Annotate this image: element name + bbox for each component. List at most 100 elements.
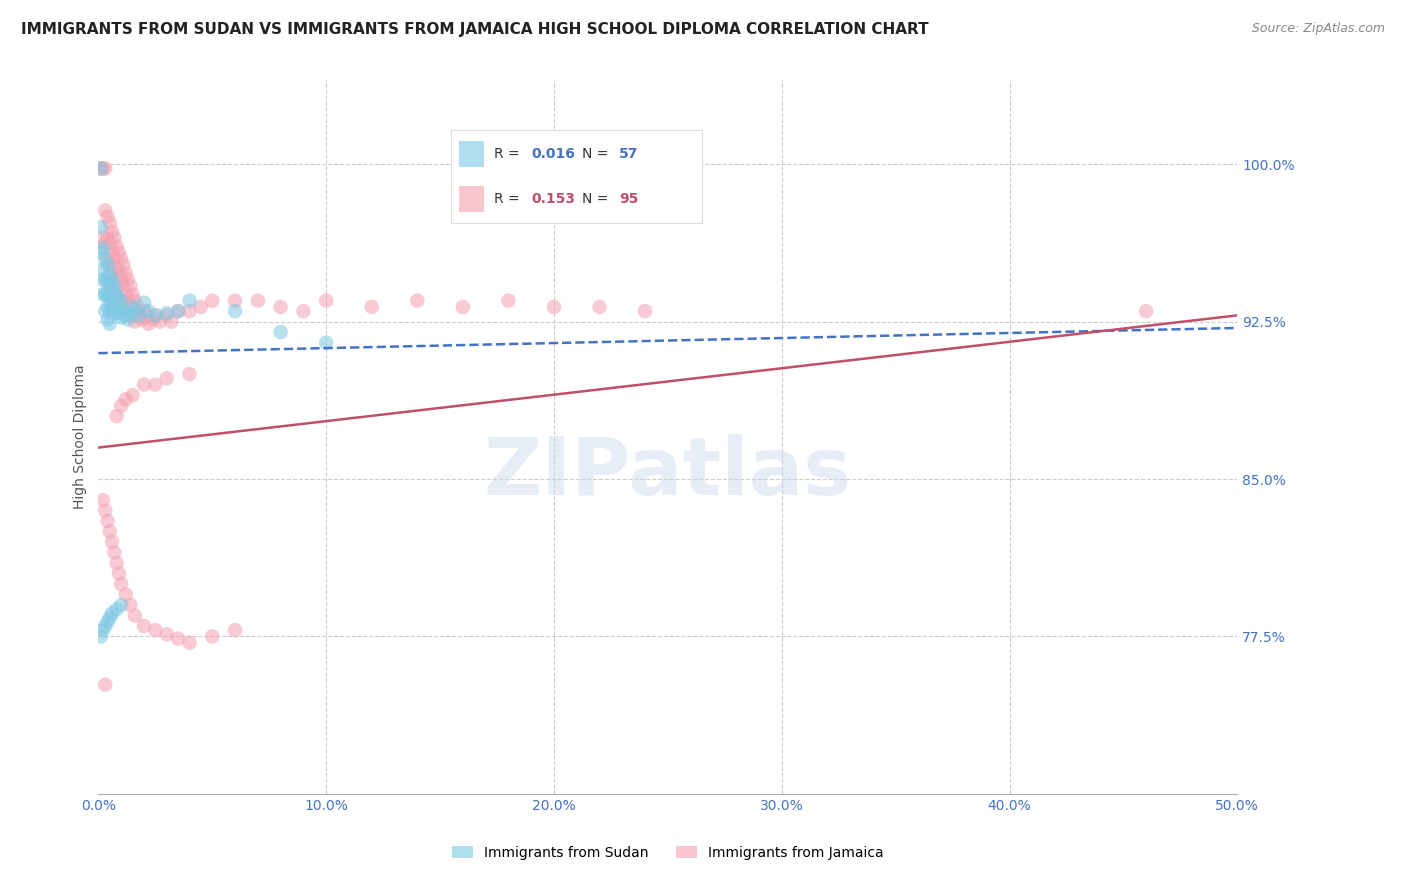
Point (156, 627, 179, 641)
Point (90, 161, 112, 176)
Point (103, 230, 125, 244)
Point (224, 623, 246, 637)
Point (91, 623, 114, 637)
Point (96, 230, 118, 244)
Point (90, 220, 112, 235)
Point (91, 493, 114, 508)
Point (105, 602, 128, 616)
Point (315, 293, 337, 308)
Point (103, 292, 125, 306)
Point (120, 300, 142, 314)
Point (91, 273, 114, 287)
Point (132, 619, 155, 633)
Point (121, 388, 143, 402)
Text: IMMIGRANTS FROM SUDAN VS IMMIGRANTS FROM JAMAICA HIGH SCHOOL DIPLOMA CORRELATION: IMMIGRANTS FROM SUDAN VS IMMIGRANTS FROM… (21, 22, 929, 37)
Point (98, 317, 121, 331)
Point (179, 304, 201, 318)
Point (96, 300, 118, 314)
Point (270, 300, 292, 314)
Point (94, 503, 117, 517)
Point (145, 309, 167, 323)
Point (91, 230, 114, 244)
Point (94, 678, 117, 692)
Point (138, 304, 160, 318)
Point (167, 304, 190, 318)
Point (90, 630, 112, 644)
Legend: Immigrants from Sudan, Immigrants from Jamaica: Immigrants from Sudan, Immigrants from J… (446, 840, 890, 865)
Point (96, 252, 118, 266)
Point (101, 245, 124, 260)
Point (179, 636, 201, 650)
Point (96, 287, 118, 301)
Point (117, 293, 139, 308)
Point (110, 399, 132, 413)
Point (160, 315, 183, 329)
Point (101, 300, 124, 314)
Point (132, 304, 155, 318)
Point (121, 300, 143, 314)
Point (98, 524, 121, 539)
Point (98, 292, 121, 306)
Point (270, 325, 292, 339)
Point (91, 287, 114, 301)
Point (127, 300, 149, 314)
Point (110, 295, 132, 310)
Point (98, 216, 121, 230)
Point (120, 306, 142, 320)
Point (124, 304, 146, 318)
Point (114, 309, 136, 323)
Point (96, 210, 118, 224)
Point (132, 377, 155, 392)
Point (114, 587, 136, 601)
Point (179, 293, 201, 308)
Point (105, 409, 128, 423)
Point (110, 293, 132, 308)
Point (201, 293, 224, 308)
Point (124, 315, 146, 329)
Point (108, 266, 131, 280)
Point (101, 266, 124, 280)
Point (543, 300, 565, 314)
Point (103, 279, 125, 293)
Point (96, 514, 118, 528)
Point (121, 287, 143, 301)
Point (105, 281, 128, 295)
Point (90, 245, 112, 260)
Point (94, 273, 117, 287)
Point (156, 371, 179, 385)
Point (94, 252, 117, 266)
Point (145, 623, 167, 637)
Point (108, 245, 131, 260)
Text: Source: ZipAtlas.com: Source: ZipAtlas.com (1251, 22, 1385, 36)
Point (91, 161, 114, 176)
Point (112, 279, 135, 293)
Point (98, 279, 121, 293)
Point (94, 287, 117, 301)
Point (114, 266, 136, 280)
Point (105, 239, 128, 253)
Point (101, 287, 124, 301)
Point (101, 535, 124, 549)
Point (105, 556, 128, 570)
Point (128, 309, 150, 323)
Point (101, 607, 124, 621)
Point (315, 335, 337, 350)
Point (406, 293, 429, 308)
Point (149, 315, 172, 329)
Point (101, 273, 124, 287)
Point (167, 632, 190, 646)
Point (128, 306, 150, 320)
Point (108, 306, 131, 320)
Point (117, 312, 139, 326)
Point (103, 273, 125, 287)
Point (101, 224, 124, 238)
Point (224, 293, 246, 308)
Point (292, 304, 315, 318)
Point (108, 292, 131, 306)
Point (105, 260, 128, 274)
Point (96, 615, 118, 629)
Point (132, 295, 155, 310)
Point (94, 304, 117, 318)
Point (96, 312, 118, 326)
Point (145, 309, 167, 323)
